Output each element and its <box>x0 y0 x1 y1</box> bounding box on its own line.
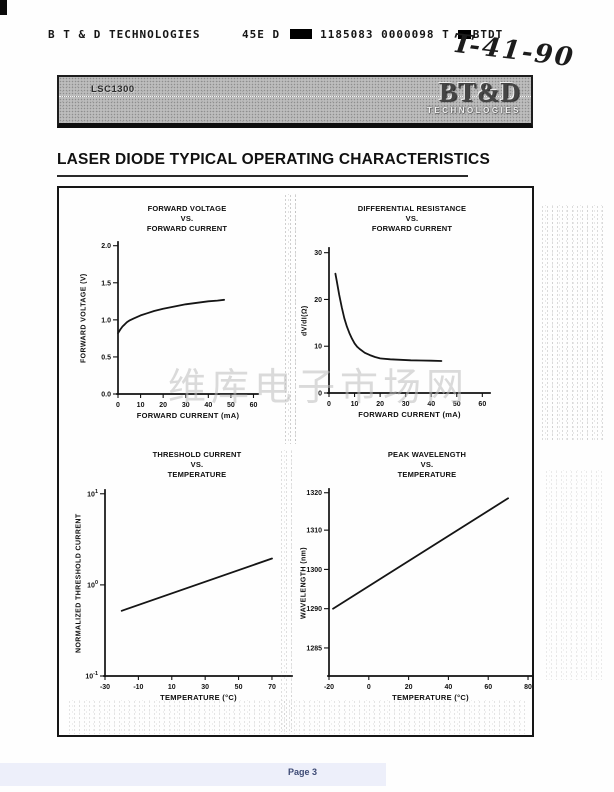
scan-noise-strip <box>544 470 604 680</box>
barcode-block-small-icon <box>457 30 471 39</box>
scan-noise-strip <box>67 700 525 734</box>
svg-text:TEMPERATURE (°C): TEMPERATURE (°C) <box>160 693 237 702</box>
svg-text:10: 10 <box>137 402 145 409</box>
company-name: B T & D TECHNOLOGIES <box>48 28 201 41</box>
svg-text:30: 30 <box>182 402 190 409</box>
svg-text:20: 20 <box>159 402 167 409</box>
svg-text:1.0: 1.0 <box>101 317 111 324</box>
scan-corner-mark <box>0 0 7 15</box>
product-banner: LSC1300 BT&D TECHNOLOGIES <box>57 75 533 128</box>
svg-text:60: 60 <box>250 402 258 409</box>
charts-panel: FORWARD VOLTAGE VS. FORWARD CURRENT FORW… <box>57 186 534 737</box>
svg-text:FORWARD CURRENT (mA): FORWARD CURRENT (mA) <box>137 411 240 420</box>
svg-text:50: 50 <box>235 684 243 691</box>
svg-text:1.5: 1.5 <box>101 280 111 287</box>
svg-text:40: 40 <box>445 684 453 691</box>
barcode-block-icon <box>290 29 313 39</box>
peak-wavelength-chart: 1320 1310 1300 1290 1285 -20 0 20 40 60 80 TEMPERAT… <box>306 488 533 702</box>
svg-text:60: 60 <box>478 401 486 408</box>
svg-text:0.0: 0.0 <box>101 392 111 399</box>
forward-voltage-chart: 0.0 0.5 1.0 1.5 2.0 0 10 20 30 40 50 60 FORWARD CURR… <box>101 241 259 420</box>
svg-text:10: 10 <box>351 401 359 408</box>
svg-text:2.0: 2.0 <box>101 243 111 250</box>
svg-text:1300: 1300 <box>306 567 322 574</box>
scan-noise-strip <box>540 205 606 440</box>
page-title: LASER DIODE TYPICAL OPERATING CHARACTERI… <box>57 151 490 168</box>
document-code: 45E D 1185083 0000098 T BTDT <box>242 28 503 41</box>
svg-text:FORWARD CURRENT (mA): FORWARD CURRENT (mA) <box>358 410 461 419</box>
handwritten-note: T-41-90 <box>450 28 577 74</box>
svg-text:60: 60 <box>484 684 492 691</box>
code-left: 45E D <box>242 28 281 41</box>
svg-text:40: 40 <box>204 402 212 409</box>
btd-logo-sub: TECHNOLOGIES <box>426 106 521 115</box>
svg-text:-10: -10 <box>133 684 143 691</box>
footer-bar <box>0 763 386 786</box>
svg-text:50: 50 <box>227 402 235 409</box>
svg-text:20: 20 <box>376 401 384 408</box>
page-number: Page 3 <box>288 767 318 777</box>
svg-text:40: 40 <box>427 401 435 408</box>
svg-text:0: 0 <box>318 391 322 398</box>
svg-text:-20: -20 <box>324 684 334 691</box>
btd-logo: BT&D TECHNOLOGIES <box>427 79 521 115</box>
svg-text:TEMPERATURE (°C): TEMPERATURE (°C) <box>392 693 469 702</box>
svg-text:10: 10 <box>314 344 322 351</box>
svg-text:0: 0 <box>327 401 331 408</box>
y-axis-label-forward-voltage: FORWARD VOLTAGE (V) <box>80 273 88 363</box>
svg-text:20: 20 <box>314 297 322 304</box>
code-right: BTDT <box>472 28 504 41</box>
threshold-current-chart: 10-1 100 101 -30 -10 10 30 50 70 TEMPERATURE (°C) <box>85 489 293 702</box>
differential-resistance-chart: 0 10 20 30 0 10 20 30 40 50 60 FORWARD CURRENT (mA) <box>314 247 491 419</box>
svg-text:1285: 1285 <box>306 645 322 652</box>
svg-text:1310: 1310 <box>306 528 322 535</box>
svg-text:1290: 1290 <box>306 606 322 613</box>
svg-text:20: 20 <box>405 684 413 691</box>
svg-text:-30: -30 <box>100 684 110 691</box>
chart-title-threshold-current: THRESHOLD CURRENT VS. TEMPERATURE <box>152 450 242 480</box>
svg-text:100: 100 <box>87 580 98 590</box>
code-mid: 1185083 0000098 T <box>320 28 450 41</box>
model-number: LSC1300 <box>91 84 135 95</box>
svg-text:30: 30 <box>201 684 209 691</box>
watermark: 维库电子市场网 <box>168 367 470 409</box>
svg-text:0: 0 <box>367 684 371 691</box>
svg-text:10: 10 <box>168 684 176 691</box>
scan-noise-strip <box>283 194 299 444</box>
chart-title-differential-resistance: DIFFERENTIAL RESISTANCE VS. FORWARD CURR… <box>357 204 467 234</box>
chart-title-forward-voltage: FORWARD VOLTAGE VS. FORWARD CURRENT <box>146 204 228 234</box>
svg-text:80: 80 <box>524 684 532 691</box>
svg-text:10-1: 10-1 <box>85 671 98 681</box>
scan-noise-strip <box>279 450 293 732</box>
svg-text:1320: 1320 <box>306 490 322 497</box>
svg-text:70: 70 <box>268 684 276 691</box>
chart-title-peak-wavelength: PEAK WAVELENGTH VS. TEMPERATURE <box>387 450 467 480</box>
title-underline <box>57 175 468 177</box>
svg-text:0.5: 0.5 <box>101 354 111 361</box>
btd-logo-main: BT&D <box>438 77 521 107</box>
svg-text:30: 30 <box>402 401 410 408</box>
svg-text:50: 50 <box>453 401 461 408</box>
svg-text:101: 101 <box>87 489 98 499</box>
svg-text:0: 0 <box>116 402 120 409</box>
banner-divider-line <box>59 96 531 97</box>
svg-text:30: 30 <box>314 250 322 257</box>
